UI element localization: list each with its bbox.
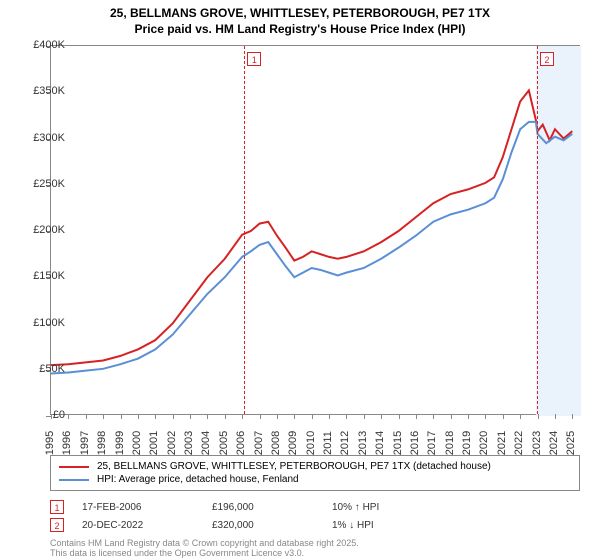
y-tick-label: £350K	[33, 85, 65, 97]
legend: 25, BELLMANS GROVE, WHITTLESEY, PETERBOR…	[50, 455, 580, 491]
x-tick-label: 1999	[114, 431, 126, 455]
x-tick-label: 1997	[79, 431, 91, 455]
x-tick-label: 2021	[496, 431, 508, 455]
event-line-2	[537, 46, 538, 414]
x-tick-label: 2022	[513, 431, 525, 455]
events-table: 1 17-FEB-2006£196,00010% ↑ HPI 2 20-DEC-202…	[50, 498, 432, 534]
y-tick-label: £200K	[33, 224, 65, 236]
x-tick-label: 2025	[565, 431, 577, 455]
event-row: 1 17-FEB-2006£196,00010% ↑ HPI	[50, 498, 432, 516]
plot-area: 12	[50, 45, 580, 415]
event-price: £196,000	[212, 502, 332, 513]
y-tick-label: £300K	[33, 132, 65, 144]
event-marker-1: 1	[50, 500, 64, 514]
event-hpi: 10% ↑ HPI	[332, 502, 432, 513]
event-marker-1: 1	[247, 52, 261, 66]
x-tick-label: 2001	[148, 431, 160, 455]
event-date: 17-FEB-2006	[82, 502, 212, 513]
legend-row: 25, BELLMANS GROVE, WHITTLESEY, PETERBOR…	[59, 460, 571, 473]
chart-svg	[51, 46, 581, 416]
footer: Contains HM Land Registry data © Crown c…	[50, 538, 359, 558]
x-tick-label: 2011	[322, 431, 334, 455]
event-line-1	[244, 46, 245, 414]
x-tick-label: 2018	[444, 431, 456, 455]
event-marker-2: 2	[50, 518, 64, 532]
x-tick-label: 1998	[96, 431, 108, 455]
legend-label: 25, BELLMANS GROVE, WHITTLESEY, PETERBOR…	[97, 461, 491, 472]
chart-title: 25, BELLMANS GROVE, WHITTLESEY, PETERBOR…	[0, 0, 600, 37]
event-hpi: 1% ↓ HPI	[332, 520, 432, 531]
x-tick-label: 2010	[305, 431, 317, 455]
y-tick-label: £50K	[39, 363, 65, 375]
x-tick-label: 2017	[426, 431, 438, 455]
x-tick-label: 2013	[357, 431, 369, 455]
chart-container: 25, BELLMANS GROVE, WHITTLESEY, PETERBOR…	[0, 0, 600, 560]
x-tick-label: 1995	[44, 431, 56, 455]
x-tick-label: 2012	[339, 431, 351, 455]
legend-label: HPI: Average price, detached house, Fenl…	[97, 474, 299, 485]
footer-line1: Contains HM Land Registry data © Crown c…	[50, 538, 359, 548]
y-tick-label: £150K	[33, 270, 65, 282]
title-line2: Price paid vs. HM Land Registry's House …	[135, 22, 466, 36]
x-tick-label: 2024	[548, 431, 560, 455]
event-date: 20-DEC-2022	[82, 520, 212, 531]
event-price: £320,000	[212, 520, 332, 531]
x-tick-label: 2002	[166, 431, 178, 455]
x-tick-label: 2003	[183, 431, 195, 455]
x-tick-label: 2000	[131, 431, 143, 455]
event-marker-2: 2	[540, 52, 554, 66]
y-tick-label: £0	[53, 409, 65, 421]
x-tick-label: 2014	[374, 431, 386, 455]
legend-swatch	[59, 479, 89, 481]
legend-swatch	[59, 466, 89, 468]
x-tick-label: 2016	[409, 431, 421, 455]
x-tick-label: 1996	[61, 431, 73, 455]
x-tick-label: 2005	[218, 431, 230, 455]
series-price_paid	[51, 90, 572, 365]
y-tick-label: £250K	[33, 178, 65, 190]
series-hpi	[51, 122, 572, 374]
x-tick-label: 2023	[531, 431, 543, 455]
x-tick-label: 2020	[478, 431, 490, 455]
event-row: 2 20-DEC-2022£320,0001% ↓ HPI	[50, 516, 432, 534]
footer-line2: This data is licensed under the Open Gov…	[50, 548, 304, 558]
x-tick-label: 2006	[235, 431, 247, 455]
y-tick-label: £100K	[33, 317, 65, 329]
x-tick-label: 2019	[461, 431, 473, 455]
x-tick-label: 2004	[200, 431, 212, 455]
x-tick-label: 2008	[270, 431, 282, 455]
legend-row: HPI: Average price, detached house, Fenl…	[59, 473, 571, 486]
x-tick-label: 2009	[287, 431, 299, 455]
x-tick-label: 2015	[392, 431, 404, 455]
x-tick-label: 2007	[253, 431, 265, 455]
y-tick-label: £400K	[33, 39, 65, 51]
title-line1: 25, BELLMANS GROVE, WHITTLESEY, PETERBOR…	[110, 6, 490, 20]
